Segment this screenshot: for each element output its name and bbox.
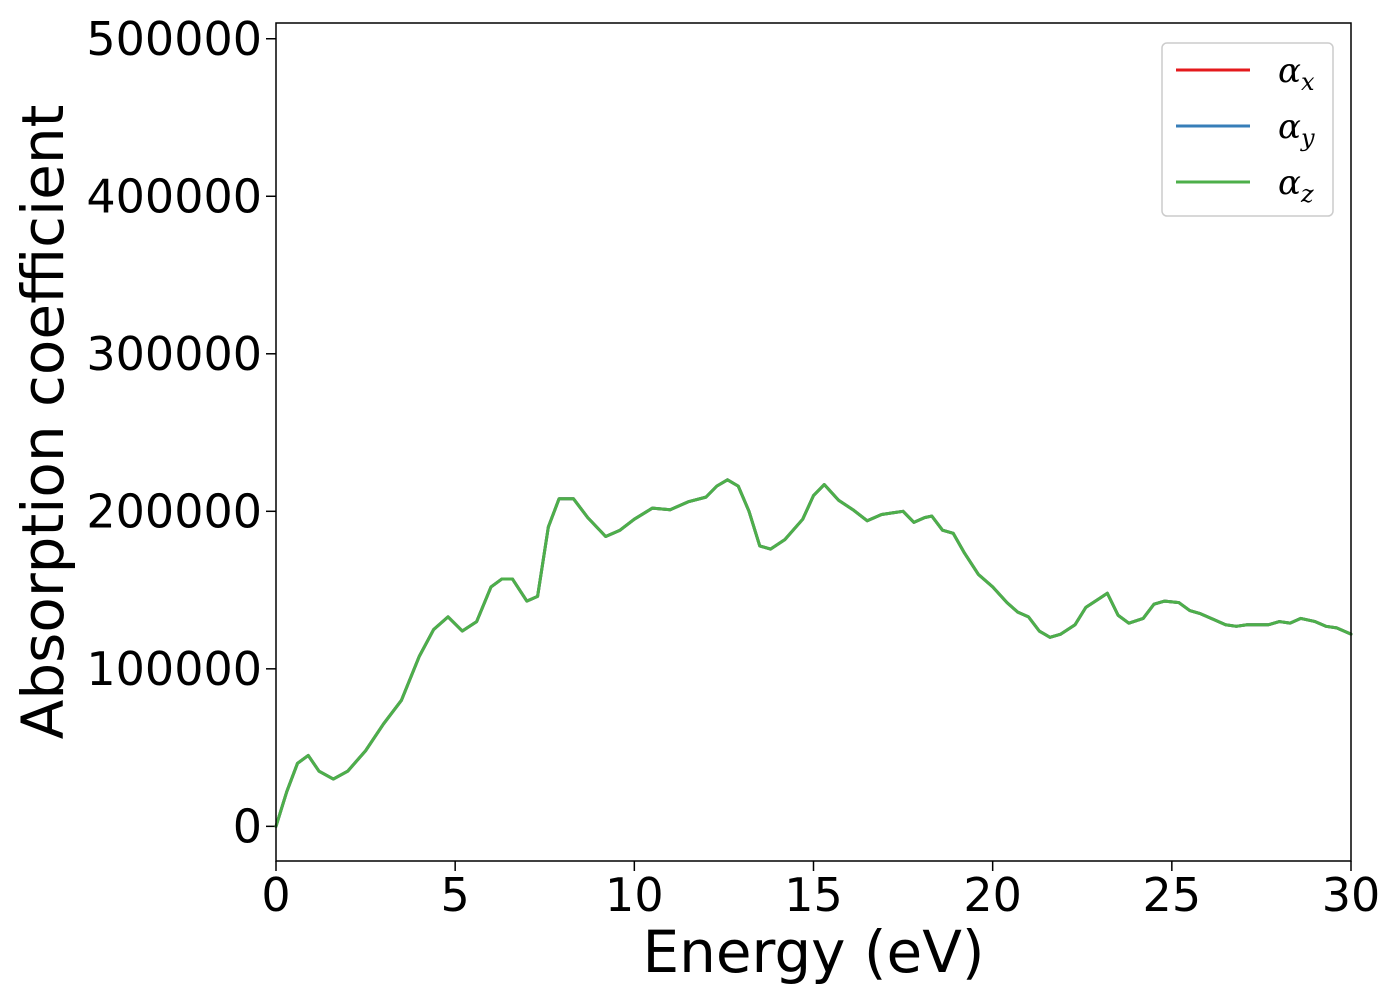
y-axis-title: Absorption coefficient — [9, 105, 77, 740]
x-tick-label: 10 — [605, 868, 664, 922]
x-tick-label: 5 — [441, 868, 470, 922]
ticks-layer: 0 5 10 15 20 25 30 0 100000 200000 300000 400000 500… — [86, 12, 1380, 922]
y-tick-label: 100000 — [86, 642, 262, 696]
series-line-2 — [274, 478, 1353, 828]
x-tick-label: 25 — [1143, 868, 1202, 922]
y-tick-label: 400000 — [86, 169, 262, 223]
y-tick-label: 300000 — [86, 327, 262, 381]
legend-box — [1161, 42, 1334, 217]
series-layer — [274, 478, 1353, 828]
plot-frame — [275, 22, 1352, 862]
y-tick-label: 0 — [233, 799, 262, 853]
x-tick-label: 15 — [784, 868, 843, 922]
legend-label-0: αx — [1278, 51, 1315, 96]
legend-label-1: αy — [1278, 107, 1315, 152]
legend-label-2: αz — [1278, 163, 1314, 208]
series-line-1 — [274, 478, 1353, 828]
legend-label-main: α — [1278, 107, 1301, 147]
y-tick-label: 200000 — [86, 484, 262, 538]
y-tick-label: 500000 — [86, 12, 262, 66]
series-line-0 — [274, 478, 1353, 828]
x-axis-title: Energy (eV) — [642, 918, 984, 986]
legend-label-main: α — [1278, 163, 1301, 203]
legend-label-sub: x — [1301, 68, 1315, 96]
legend-label-sub: y — [1300, 124, 1315, 152]
x-tick-label: 30 — [1322, 868, 1381, 922]
legend-label-main: α — [1278, 51, 1301, 91]
legend-label-sub: z — [1300, 180, 1314, 208]
x-tick-label: 20 — [963, 868, 1022, 922]
x-tick-label: 0 — [261, 868, 290, 922]
